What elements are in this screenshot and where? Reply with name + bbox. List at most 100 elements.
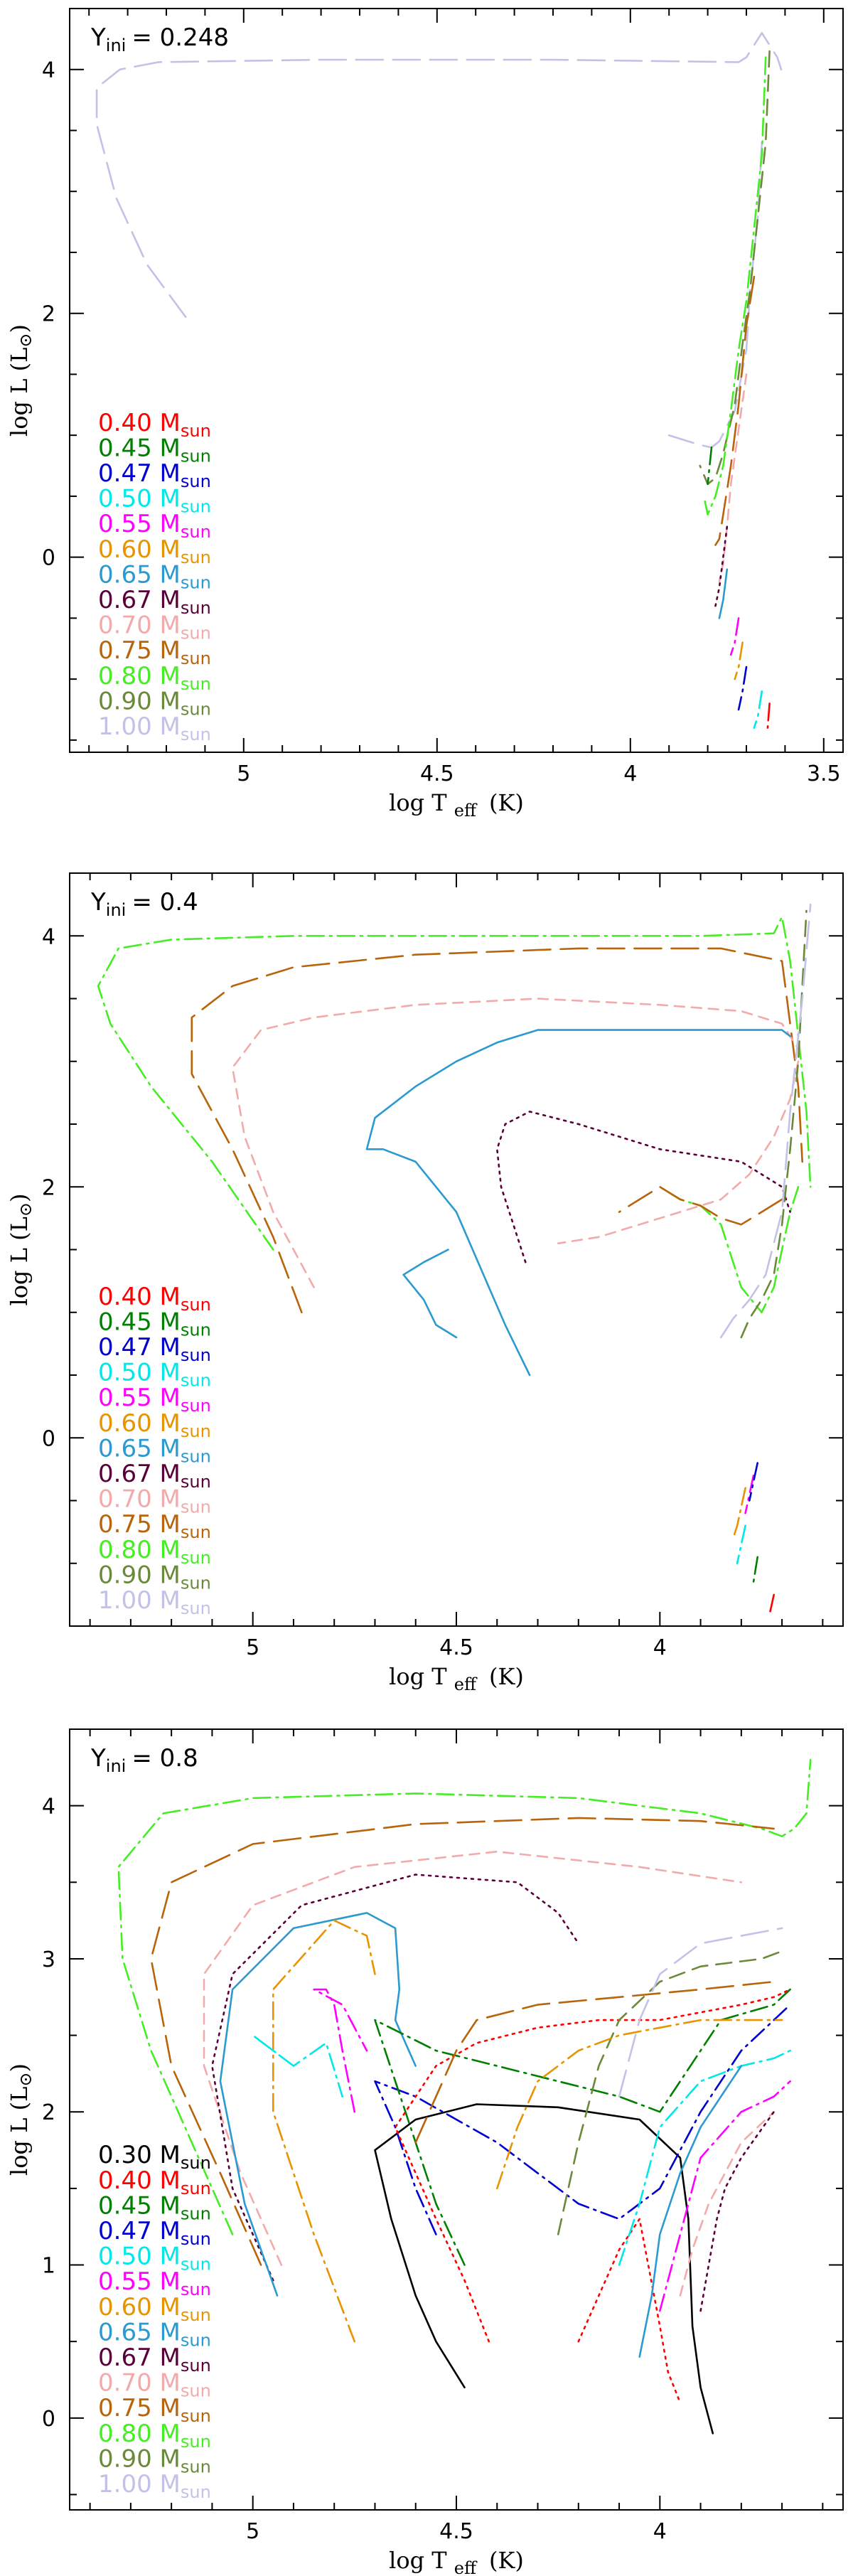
legend-entry-075: 0.75 Msun: [98, 636, 211, 668]
chart-panel-yini-0248: 5 4.5 4 3.5 0 2 4 log T eff (K) log L (L⊙) Yini = 0…: [6, 8, 844, 821]
legend-entry-075: 0.75 Msun: [98, 1510, 211, 1542]
legend-entry-030: 0.30 Msun: [98, 2141, 211, 2173]
legend-entry-075: 0.75 Msun: [98, 2394, 211, 2426]
y-tick-label: 2: [42, 302, 55, 327]
track-067-msun: [714, 525, 729, 607]
legend-entry-070: 0.70 Msun: [98, 2369, 211, 2401]
track-065-msun: [718, 568, 729, 619]
panel-label: Yini = 0.8: [90, 1744, 198, 1776]
track-047-msun: [737, 666, 748, 711]
legend-entry-047: 0.47 Msun: [98, 2217, 211, 2249]
track-090-msun: [740, 909, 808, 1339]
x-tick-label: 5: [246, 2519, 259, 2544]
legend-entry-055: 0.55 Msun: [98, 510, 211, 542]
track-040-msun: [394, 1988, 791, 2343]
y-axis-title: log L (L⊙): [6, 2063, 36, 2176]
legend-entry-040: 0.40 Msun: [98, 409, 211, 441]
legend-entry-067: 0.67 Msun: [98, 586, 211, 618]
x-axis-title: log T eff (K): [389, 789, 524, 821]
legend-entry-090: 0.90 Msun: [98, 1561, 211, 1593]
track-100-msun: [95, 32, 783, 319]
legend-entry-050: 0.50 Msun: [98, 2243, 211, 2275]
track-045-msun: [707, 447, 713, 486]
x-axis-title: log T eff (K): [389, 1663, 524, 1694]
legend-entry-080: 0.80 Msun: [98, 1536, 211, 1568]
track-055-msun: [729, 617, 740, 656]
track-045-msun: [374, 1988, 791, 2266]
legend-entry-100: 1.00 Msun: [98, 712, 211, 744]
track-040-msun: [577, 2218, 682, 2404]
track-055-msun: [313, 1988, 368, 2113]
track-067-msun: [211, 1874, 580, 2282]
x-tick-label: 4: [653, 2519, 667, 2544]
track-080-msun: [702, 56, 767, 515]
track-075-msun: [150, 1817, 775, 2266]
track-040-msun: [768, 1593, 775, 1615]
legend-entry-067: 0.67 Msun: [98, 2343, 211, 2375]
series-group: [95, 32, 783, 729]
legend-entry-040: 0.40 Msun: [98, 1283, 211, 1315]
legend-entry-100: 1.00 Msun: [98, 1586, 211, 1618]
track-050-msun: [252, 2034, 343, 2097]
legend-entry-070: 0.70 Msun: [98, 1485, 211, 1517]
track-075-msun: [618, 1186, 783, 1226]
legend-entry-090: 0.90 Msun: [98, 687, 211, 719]
legend-entry-060: 0.60 Msun: [98, 2293, 211, 2325]
track-065-msun: [402, 1249, 458, 1339]
y-tick-label: 1: [42, 2254, 55, 2279]
track-060-msun: [272, 1919, 376, 2343]
track-090-msun: [557, 1950, 783, 2235]
x-tick-label: 3.5: [807, 761, 841, 786]
legend-entry-065: 0.65 Msun: [98, 560, 211, 592]
x-tick-label: 4.5: [420, 761, 454, 786]
track-070-msun: [231, 998, 800, 1288]
y-tick-label: 2: [42, 2100, 55, 2125]
track-075-msun: [191, 947, 803, 1314]
legend-entry-067: 0.67 Msun: [98, 1460, 211, 1492]
track-055-msun: [744, 1474, 755, 1514]
legend-entry-047: 0.47 Msun: [98, 1333, 211, 1365]
y-tick-label: 0: [42, 1426, 55, 1451]
track-065-msun: [219, 1912, 417, 2297]
track-100-msun: [618, 1927, 783, 2097]
track-070-msun: [557, 1060, 800, 1244]
track-047-msun: [749, 1462, 758, 1502]
track-055-msun: [659, 2080, 791, 2312]
legend-entry-055: 0.55 Msun: [98, 2267, 211, 2299]
track-075-msun: [414, 1980, 775, 2144]
legend-entry-060: 0.60 Msun: [98, 1409, 211, 1441]
track-100-msun: [719, 903, 812, 1339]
y-tick-label: 4: [42, 58, 55, 83]
legend-entry-050: 0.50 Msun: [98, 485, 211, 517]
track-070-msun: [679, 2110, 775, 2297]
track-050-msun: [618, 2049, 791, 2266]
x-tick-label: 4.5: [439, 2519, 473, 2544]
y-tick-label: 4: [42, 1795, 55, 1819]
panel-label: Yini = 0.4: [90, 888, 198, 920]
y-tick-label: 0: [42, 546, 55, 571]
track-060-msun: [496, 2019, 783, 2190]
series-group: [117, 1758, 812, 2435]
track-047-msun: [374, 2004, 791, 2235]
plot-frame: [69, 8, 844, 753]
panel-label: Yini = 0.248: [90, 23, 229, 55]
series-group: [97, 903, 812, 1615]
track-050-msun: [736, 1524, 746, 1565]
legend-entry-045: 0.45 Msun: [98, 434, 211, 466]
x-tick-label: 4.5: [439, 1635, 473, 1660]
legend-entry-065: 0.65 Msun: [98, 1434, 211, 1466]
legend-entry-055: 0.55 Msun: [98, 1384, 211, 1416]
track-065-msun: [638, 2065, 743, 2358]
track-045-msun: [752, 1556, 758, 1583]
track-030-msun: [374, 2103, 714, 2435]
x-tick-label: 5: [246, 1635, 259, 1660]
y-tick-label: 4: [42, 924, 55, 949]
track-060-msun: [732, 1487, 746, 1539]
chart-panel-yini-04: 5 4.5 4 0 2 4 log T eff (K) log L (L⊙) Yini = 0.4 0…: [6, 872, 844, 1694]
legend-entry-040: 0.40 Msun: [98, 2166, 211, 2198]
legend-entry-045: 0.45 Msun: [98, 2191, 211, 2223]
track-067-msun: [496, 1111, 791, 1263]
x-tick-label: 4: [653, 1635, 667, 1660]
legend-entry-045: 0.45 Msun: [98, 1308, 211, 1340]
